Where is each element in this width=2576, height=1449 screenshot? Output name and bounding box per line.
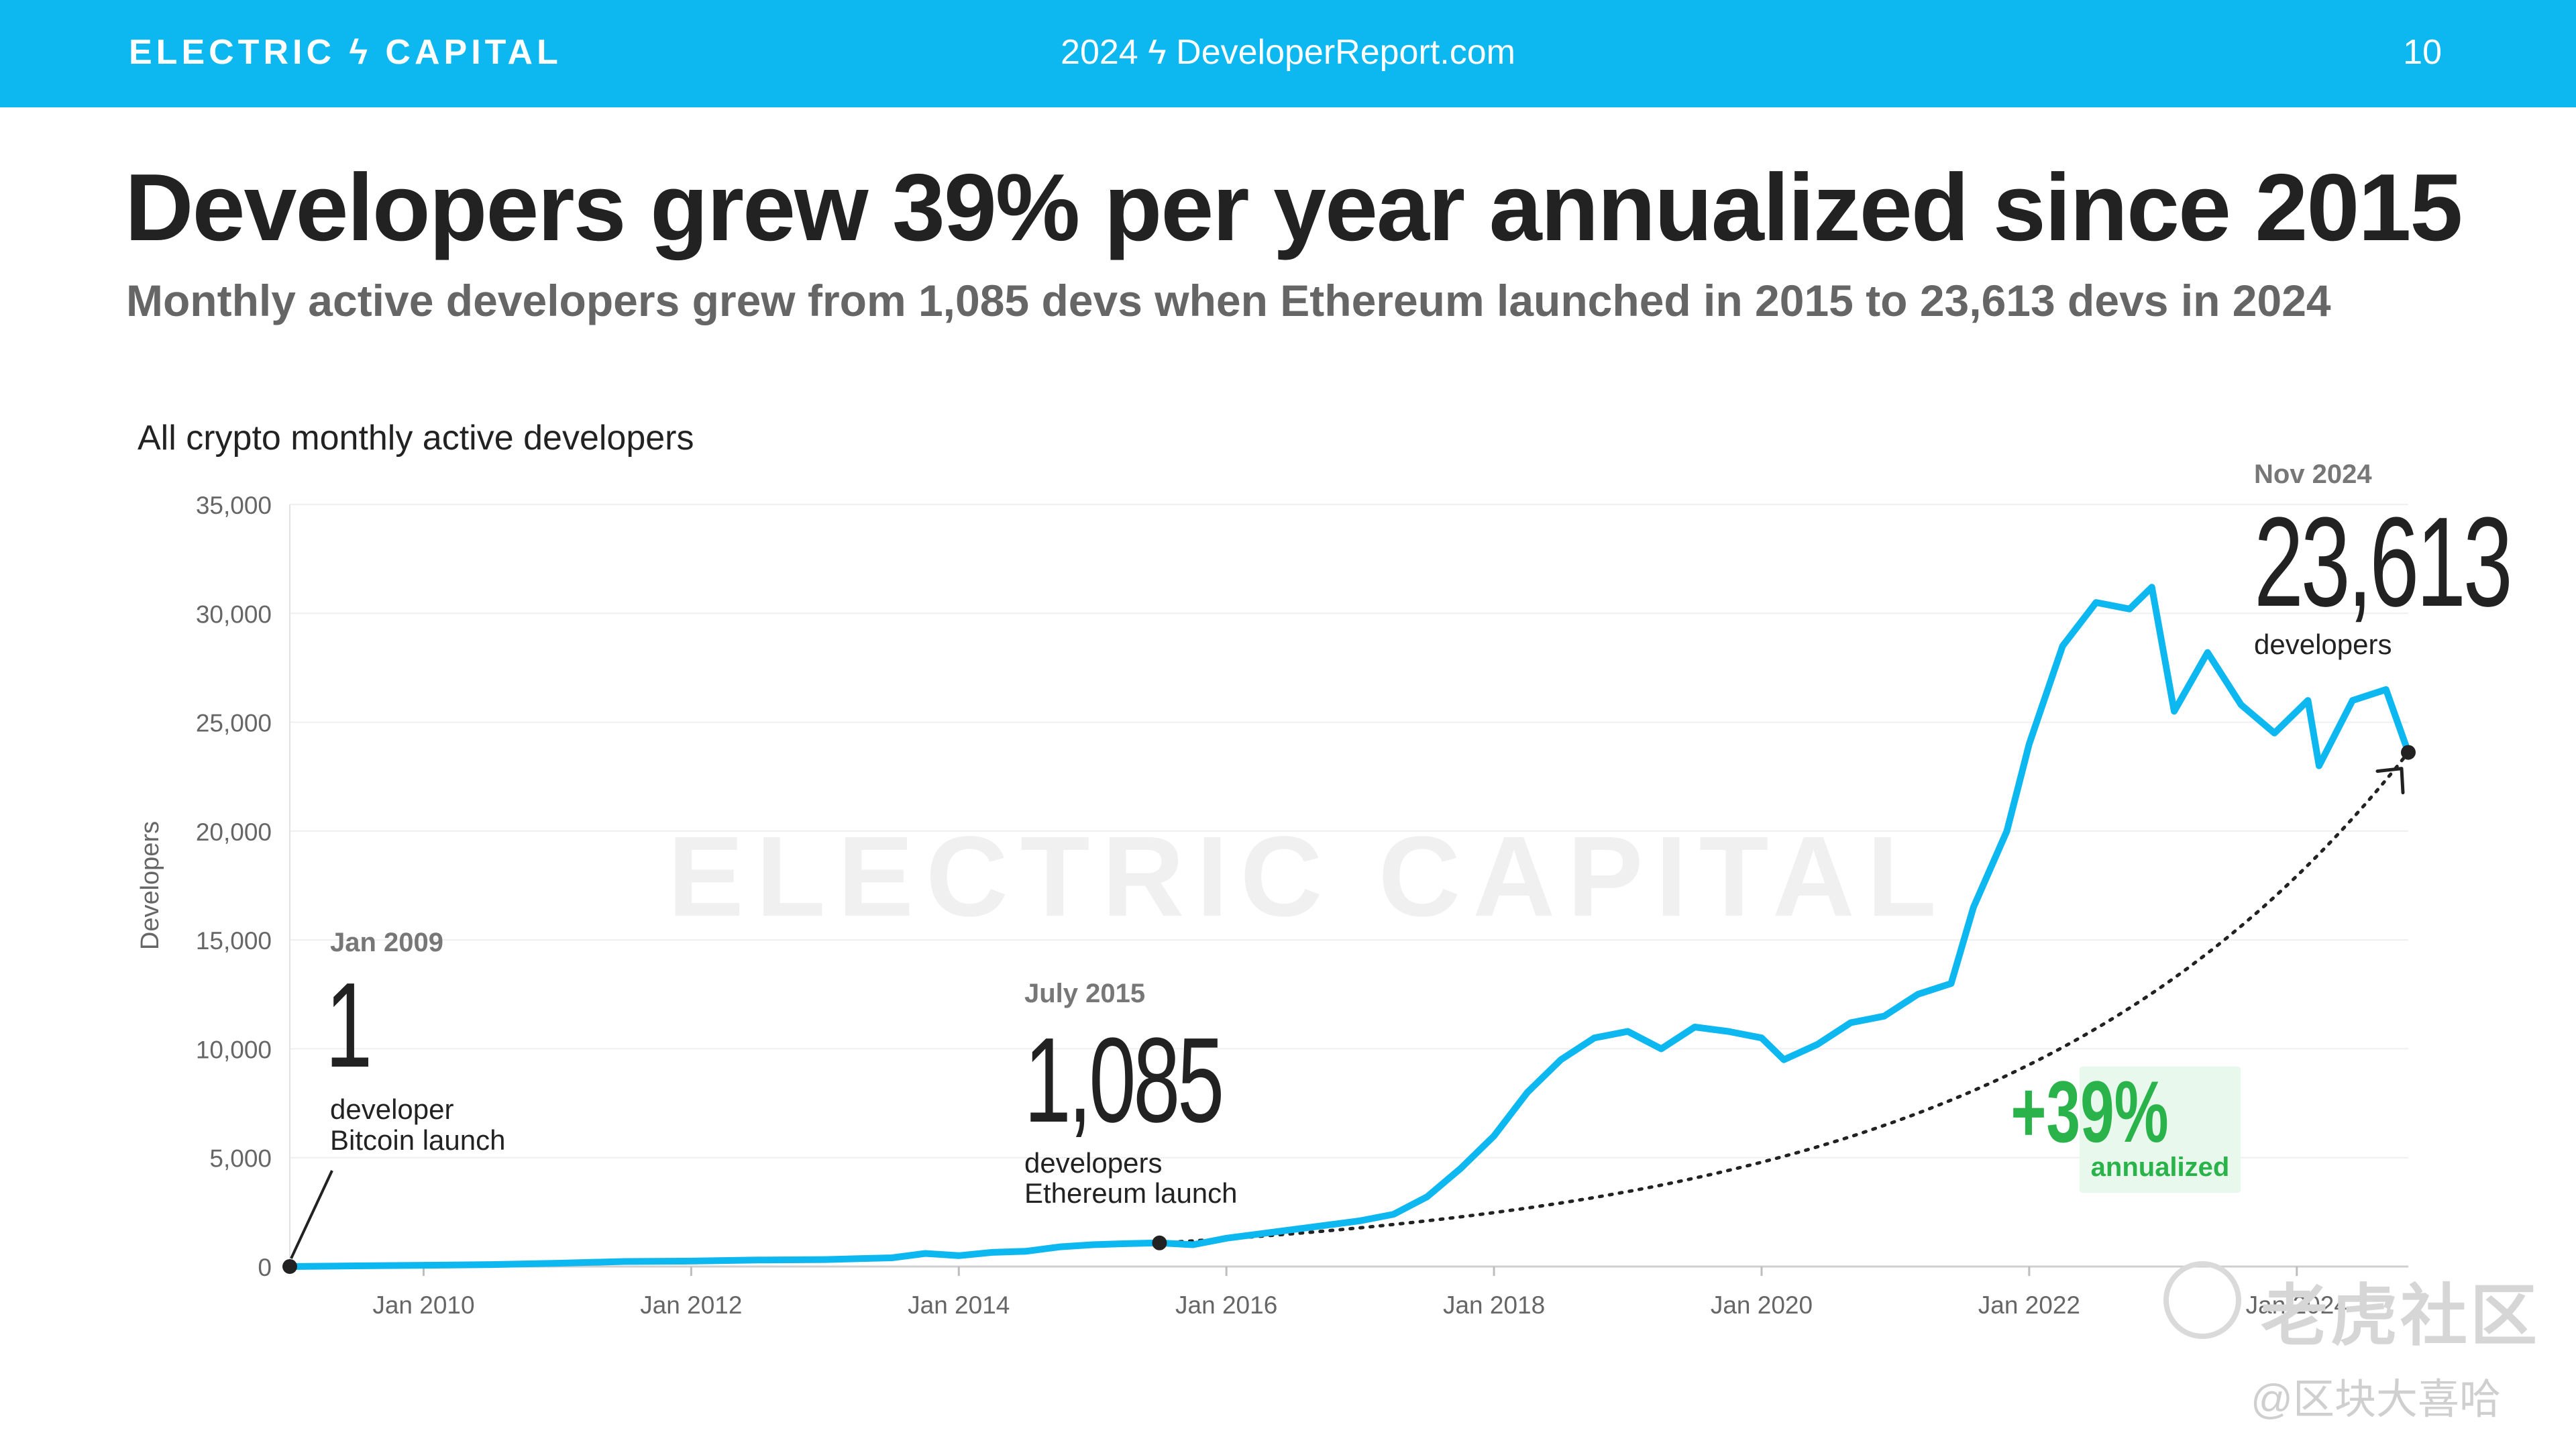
growth-badge-bg	[2080, 1067, 2241, 1193]
y-tick-label: 5,000	[209, 1145, 272, 1173]
x-tick-label: Jan 2010	[372, 1291, 474, 1319]
y-axis-label: Developers	[136, 821, 164, 950]
y-tick-label: 25,000	[196, 710, 272, 737]
y-tick-label: 0	[258, 1254, 272, 1281]
ethereum-line1-label: developers	[1024, 1147, 1162, 1179]
page-subtitle: Monthly active developers grew from 1,08…	[126, 276, 2331, 325]
growth-sublabel: annualized	[2091, 1152, 2230, 1182]
ethereum-date-label: July 2015	[1024, 979, 1145, 1008]
header-bar: ELECTRIC ϟ CAPITAL 2024 ϟ DeveloperRepor…	[0, 0, 2576, 107]
bitcoin-value-label: 1	[325, 957, 372, 1093]
bitcoin-line1-label: developer	[330, 1093, 453, 1125]
author-watermark: @区块大喜哈	[2251, 1377, 2501, 1423]
latest-date-label: Nov 2024	[2254, 460, 2372, 489]
site-url[interactable]: 2024 ϟ DeveloperReport.com	[1061, 33, 1515, 72]
ethereum-value-label: 1,085	[1024, 1012, 1222, 1148]
developers-series-line	[286, 584, 2412, 1270]
ethereum-point-marker	[1152, 1235, 1167, 1250]
latest-line1-label: developers	[2254, 629, 2392, 660]
y-tick-label: 20,000	[196, 818, 272, 846]
x-tick-label: Jan 2024	[2246, 1291, 2348, 1319]
brand-logo: ELECTRIC ϟ CAPITAL	[129, 33, 562, 72]
y-tick-label: 30,000	[196, 600, 272, 628]
ethereum-line2-label: Ethereum launch	[1024, 1177, 1238, 1209]
chart-title: All crypto monthly active developers	[138, 419, 694, 458]
electric-capital-watermark: ELECTRIC CAPITAL	[667, 813, 1948, 941]
y-tick-label: 10,000	[196, 1036, 272, 1063]
bitcoin-point-marker	[282, 1258, 297, 1274]
page-title: Developers grew 39% per year annualized …	[125, 154, 2463, 261]
x-tick-label: Jan 2022	[1978, 1291, 2080, 1319]
y-tick-label: 15,000	[196, 927, 272, 955]
tiger-community-logo-icon	[2163, 1261, 2241, 1339]
tiger-community-watermark: 老虎社区	[2261, 1279, 2540, 1354]
projection-arrowhead	[2375, 767, 2405, 795]
projection-curve	[1157, 751, 2410, 1245]
x-tick-label: Jan 2018	[1443, 1291, 1545, 1319]
bitcoin-date-label: Jan 2009	[330, 928, 443, 957]
latest-point-marker	[2401, 745, 2416, 760]
x-tick-label: Jan 2014	[908, 1291, 1010, 1319]
y-tick-label: 35,000	[196, 492, 272, 519]
page-number: 10	[2403, 33, 2442, 72]
bitcoin-leader-line	[290, 1170, 333, 1259]
latest-value-label: 23,613	[2254, 491, 2510, 633]
x-tick-label: Jan 2012	[640, 1291, 742, 1319]
x-tick-label: Jan 2020	[1711, 1291, 1813, 1319]
growth-rate-label: +39%	[2010, 1063, 2168, 1161]
x-tick-label: Jan 2016	[1175, 1291, 1277, 1319]
bitcoin-line2-label: Bitcoin launch	[330, 1124, 506, 1156]
